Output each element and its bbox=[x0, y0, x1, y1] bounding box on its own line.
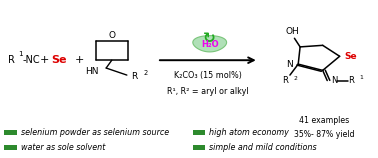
Text: OH: OH bbox=[286, 27, 299, 36]
Text: 1: 1 bbox=[19, 51, 23, 57]
Text: simple and mild conditions: simple and mild conditions bbox=[209, 143, 317, 152]
Text: high atom economy: high atom economy bbox=[209, 128, 289, 137]
Bar bbox=[5, 145, 17, 150]
Text: O: O bbox=[108, 31, 115, 40]
Text: 41 examples: 41 examples bbox=[299, 116, 350, 125]
Text: N: N bbox=[287, 60, 293, 69]
Text: selenium powder as selenium source: selenium powder as selenium source bbox=[21, 128, 169, 137]
Text: ↻: ↻ bbox=[203, 31, 216, 46]
Text: -NC: -NC bbox=[23, 55, 40, 65]
Text: 2: 2 bbox=[294, 76, 297, 81]
Text: N: N bbox=[331, 76, 337, 85]
Bar bbox=[193, 145, 205, 150]
Text: R: R bbox=[8, 55, 15, 65]
Text: 2: 2 bbox=[143, 70, 147, 76]
Text: water as sole solvent: water as sole solvent bbox=[21, 143, 105, 152]
Text: +: + bbox=[39, 55, 49, 65]
Text: R: R bbox=[348, 76, 353, 85]
Text: R¹, R² = aryl or alkyl: R¹, R² = aryl or alkyl bbox=[167, 87, 249, 96]
Text: H₂O: H₂O bbox=[201, 40, 218, 49]
Text: R: R bbox=[131, 72, 137, 81]
Text: 1: 1 bbox=[359, 75, 363, 80]
Text: +: + bbox=[75, 55, 84, 65]
Text: 35%- 87% yield: 35%- 87% yield bbox=[294, 130, 355, 139]
Text: HN: HN bbox=[85, 67, 99, 76]
Bar bbox=[193, 130, 205, 134]
Text: Se: Se bbox=[344, 52, 356, 61]
Text: R: R bbox=[282, 76, 288, 85]
Polygon shape bbox=[193, 36, 226, 52]
Text: K₂CO₃ (15 mol%): K₂CO₃ (15 mol%) bbox=[174, 71, 242, 80]
Text: Se: Se bbox=[51, 55, 67, 65]
Bar bbox=[5, 130, 17, 134]
